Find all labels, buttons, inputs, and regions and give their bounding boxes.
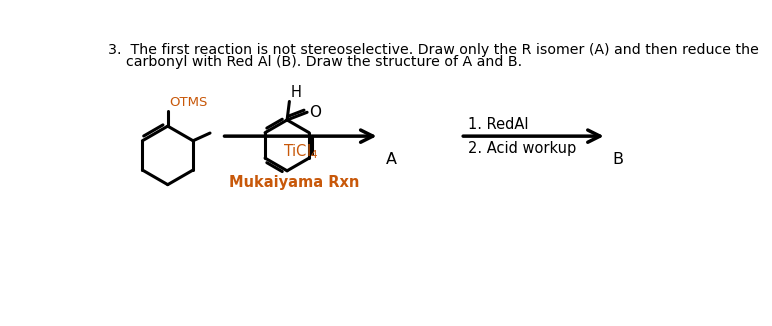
Text: 1. RedAl: 1. RedAl (468, 116, 529, 131)
Text: carbonyl with Red Al (B). Draw the structure of A and B.: carbonyl with Red Al (B). Draw the struc… (107, 54, 522, 68)
Text: B: B (613, 152, 624, 167)
Text: A: A (385, 152, 397, 167)
Text: 2. Acid workup: 2. Acid workup (468, 141, 576, 156)
Text: Mukaiyama Rxn: Mukaiyama Rxn (229, 175, 360, 190)
Text: OTMS: OTMS (169, 96, 208, 109)
Text: O: O (309, 105, 320, 120)
Text: H: H (290, 85, 301, 100)
Text: 3.  The first reaction is not stereoselective. Draw only the R isomer (A) and th: 3. The first reaction is not stereoselec… (107, 43, 759, 57)
Text: TiCl$_4$: TiCl$_4$ (283, 142, 318, 161)
